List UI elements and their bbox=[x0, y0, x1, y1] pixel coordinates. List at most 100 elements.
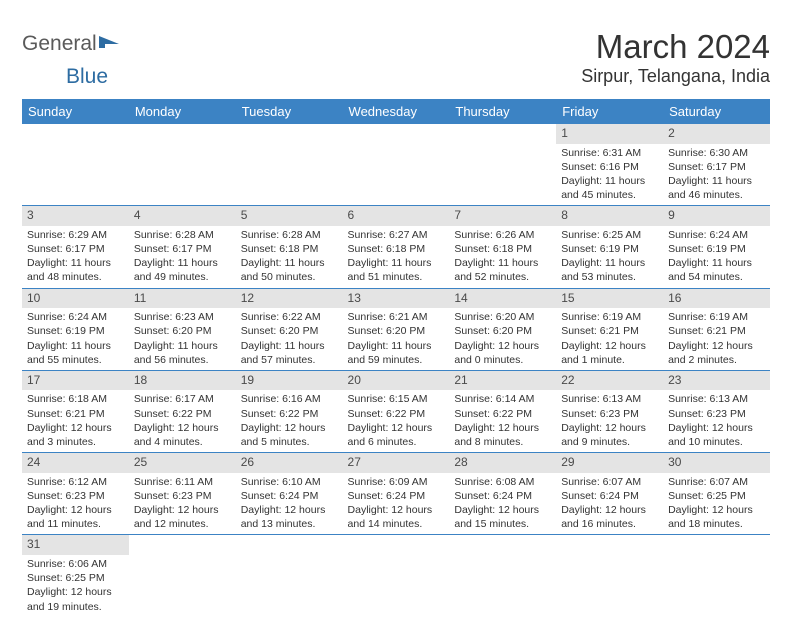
weekday-header: Monday bbox=[129, 99, 236, 124]
day-number: 20 bbox=[343, 371, 450, 391]
daylight1-text: Daylight: 11 hours bbox=[561, 174, 658, 188]
daylight1-text: Daylight: 12 hours bbox=[668, 503, 765, 517]
sunset-text: Sunset: 6:16 PM bbox=[561, 160, 658, 174]
sunset-text: Sunset: 6:23 PM bbox=[561, 407, 658, 421]
calendar-day-cell bbox=[236, 535, 343, 617]
calendar-day-cell: 17Sunrise: 6:18 AMSunset: 6:21 PMDayligh… bbox=[22, 370, 129, 452]
daylight1-text: Daylight: 11 hours bbox=[241, 339, 338, 353]
day-number: 28 bbox=[449, 453, 556, 473]
calendar-day-cell: 16Sunrise: 6:19 AMSunset: 6:21 PMDayligh… bbox=[663, 288, 770, 370]
sunset-text: Sunset: 6:22 PM bbox=[134, 407, 231, 421]
daylight1-text: Daylight: 12 hours bbox=[27, 421, 124, 435]
sunrise-text: Sunrise: 6:09 AM bbox=[348, 475, 445, 489]
day-number: 12 bbox=[236, 289, 343, 309]
sunrise-text: Sunrise: 6:23 AM bbox=[134, 310, 231, 324]
day-info: Sunrise: 6:27 AMSunset: 6:18 PMDaylight:… bbox=[343, 226, 450, 288]
sunset-text: Sunset: 6:17 PM bbox=[668, 160, 765, 174]
sunset-text: Sunset: 6:24 PM bbox=[241, 489, 338, 503]
daylight1-text: Daylight: 12 hours bbox=[134, 421, 231, 435]
daylight1-text: Daylight: 11 hours bbox=[134, 256, 231, 270]
day-info: Sunrise: 6:06 AMSunset: 6:25 PMDaylight:… bbox=[22, 555, 129, 617]
day-number: 26 bbox=[236, 453, 343, 473]
sunset-text: Sunset: 6:22 PM bbox=[454, 407, 551, 421]
sunset-text: Sunset: 6:18 PM bbox=[241, 242, 338, 256]
day-number: 13 bbox=[343, 289, 450, 309]
daylight2-text: and 51 minutes. bbox=[348, 270, 445, 284]
day-info: Sunrise: 6:31 AMSunset: 6:16 PMDaylight:… bbox=[556, 144, 663, 206]
day-number: 6 bbox=[343, 206, 450, 226]
calendar-day-cell: 9Sunrise: 6:24 AMSunset: 6:19 PMDaylight… bbox=[663, 206, 770, 288]
daylight2-text: and 54 minutes. bbox=[668, 270, 765, 284]
calendar-day-cell: 22Sunrise: 6:13 AMSunset: 6:23 PMDayligh… bbox=[556, 370, 663, 452]
day-info: Sunrise: 6:11 AMSunset: 6:23 PMDaylight:… bbox=[129, 473, 236, 535]
sunrise-text: Sunrise: 6:19 AM bbox=[668, 310, 765, 324]
day-number: 8 bbox=[556, 206, 663, 226]
daylight1-text: Daylight: 11 hours bbox=[454, 256, 551, 270]
day-info: Sunrise: 6:07 AMSunset: 6:25 PMDaylight:… bbox=[663, 473, 770, 535]
calendar-day-cell bbox=[129, 124, 236, 206]
day-number: 3 bbox=[22, 206, 129, 226]
weekday-header: Sunday bbox=[22, 99, 129, 124]
calendar-page: General March 2024 Sirpur, Telangana, In… bbox=[0, 0, 792, 627]
sunrise-text: Sunrise: 6:20 AM bbox=[454, 310, 551, 324]
daylight2-text: and 2 minutes. bbox=[668, 353, 765, 367]
daylight1-text: Daylight: 11 hours bbox=[668, 174, 765, 188]
sunset-text: Sunset: 6:24 PM bbox=[561, 489, 658, 503]
daylight2-text: and 0 minutes. bbox=[454, 353, 551, 367]
day-info: Sunrise: 6:23 AMSunset: 6:20 PMDaylight:… bbox=[129, 308, 236, 370]
daylight2-text: and 3 minutes. bbox=[27, 435, 124, 449]
logo: General bbox=[22, 28, 122, 56]
sunset-text: Sunset: 6:20 PM bbox=[241, 324, 338, 338]
calendar-day-cell: 1Sunrise: 6:31 AMSunset: 6:16 PMDaylight… bbox=[556, 124, 663, 206]
daylight2-text: and 55 minutes. bbox=[27, 353, 124, 367]
daylight1-text: Daylight: 12 hours bbox=[27, 585, 124, 599]
day-number: 27 bbox=[343, 453, 450, 473]
daylight2-text: and 50 minutes. bbox=[241, 270, 338, 284]
day-number: 18 bbox=[129, 371, 236, 391]
sunrise-text: Sunrise: 6:15 AM bbox=[348, 392, 445, 406]
day-info: Sunrise: 6:21 AMSunset: 6:20 PMDaylight:… bbox=[343, 308, 450, 370]
weekday-header: Wednesday bbox=[343, 99, 450, 124]
logo-text-blue: Blue bbox=[66, 65, 108, 88]
sunset-text: Sunset: 6:18 PM bbox=[348, 242, 445, 256]
day-info: Sunrise: 6:13 AMSunset: 6:23 PMDaylight:… bbox=[663, 390, 770, 452]
sunrise-text: Sunrise: 6:21 AM bbox=[348, 310, 445, 324]
sunrise-text: Sunrise: 6:13 AM bbox=[668, 392, 765, 406]
daylight1-text: Daylight: 11 hours bbox=[241, 256, 338, 270]
sunrise-text: Sunrise: 6:28 AM bbox=[134, 228, 231, 242]
day-info: Sunrise: 6:30 AMSunset: 6:17 PMDaylight:… bbox=[663, 144, 770, 206]
daylight1-text: Daylight: 12 hours bbox=[134, 503, 231, 517]
daylight2-text: and 56 minutes. bbox=[134, 353, 231, 367]
daylight1-text: Daylight: 12 hours bbox=[561, 503, 658, 517]
daylight1-text: Daylight: 11 hours bbox=[134, 339, 231, 353]
sunset-text: Sunset: 6:25 PM bbox=[668, 489, 765, 503]
calendar-day-cell: 4Sunrise: 6:28 AMSunset: 6:17 PMDaylight… bbox=[129, 206, 236, 288]
sunset-text: Sunset: 6:23 PM bbox=[668, 407, 765, 421]
day-number: 15 bbox=[556, 289, 663, 309]
calendar-day-cell bbox=[22, 124, 129, 206]
daylight1-text: Daylight: 11 hours bbox=[348, 339, 445, 353]
calendar-day-cell: 3Sunrise: 6:29 AMSunset: 6:17 PMDaylight… bbox=[22, 206, 129, 288]
sunrise-text: Sunrise: 6:29 AM bbox=[27, 228, 124, 242]
day-number: 22 bbox=[556, 371, 663, 391]
sunrise-text: Sunrise: 6:07 AM bbox=[668, 475, 765, 489]
daylight2-text: and 4 minutes. bbox=[134, 435, 231, 449]
calendar-day-cell: 14Sunrise: 6:20 AMSunset: 6:20 PMDayligh… bbox=[449, 288, 556, 370]
day-info: Sunrise: 6:13 AMSunset: 6:23 PMDaylight:… bbox=[556, 390, 663, 452]
daylight2-text: and 53 minutes. bbox=[561, 270, 658, 284]
daylight2-text: and 11 minutes. bbox=[27, 517, 124, 531]
daylight2-text: and 1 minute. bbox=[561, 353, 658, 367]
sunrise-text: Sunrise: 6:27 AM bbox=[348, 228, 445, 242]
sunset-text: Sunset: 6:19 PM bbox=[27, 324, 124, 338]
calendar-day-cell bbox=[556, 535, 663, 617]
daylight1-text: Daylight: 12 hours bbox=[241, 503, 338, 517]
sunset-text: Sunset: 6:20 PM bbox=[454, 324, 551, 338]
calendar-day-cell: 8Sunrise: 6:25 AMSunset: 6:19 PMDaylight… bbox=[556, 206, 663, 288]
daylight2-text: and 59 minutes. bbox=[348, 353, 445, 367]
calendar-day-cell: 6Sunrise: 6:27 AMSunset: 6:18 PMDaylight… bbox=[343, 206, 450, 288]
sunrise-text: Sunrise: 6:25 AM bbox=[561, 228, 658, 242]
sunrise-text: Sunrise: 6:07 AM bbox=[561, 475, 658, 489]
calendar-day-cell bbox=[343, 535, 450, 617]
day-info: Sunrise: 6:28 AMSunset: 6:18 PMDaylight:… bbox=[236, 226, 343, 288]
daylight1-text: Daylight: 12 hours bbox=[454, 421, 551, 435]
